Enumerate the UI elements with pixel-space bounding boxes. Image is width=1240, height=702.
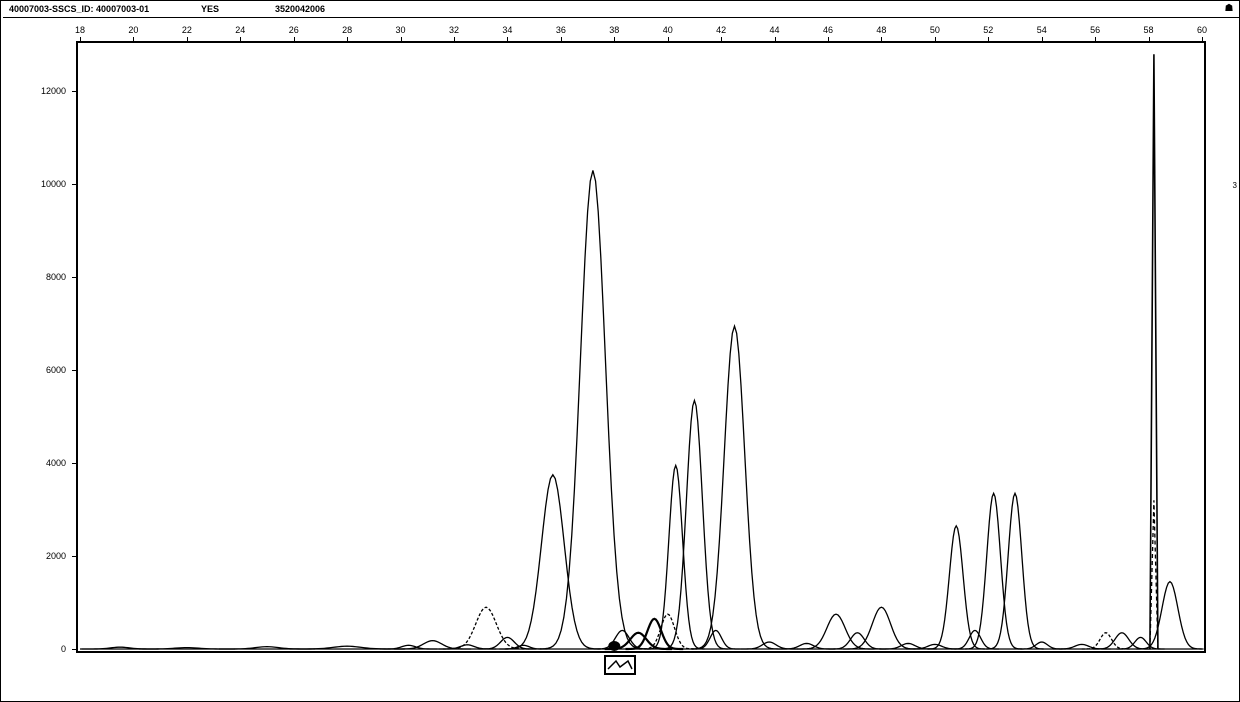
x-tick-mark (507, 37, 508, 41)
peak-trace (965, 493, 1023, 649)
x-tick-label: 18 (75, 25, 85, 35)
x-tick-label: 52 (983, 25, 993, 35)
peak-trace (661, 400, 728, 649)
y-tick-mark (72, 370, 76, 371)
x-tick-label: 56 (1090, 25, 1100, 35)
x-tick-mark (401, 37, 402, 41)
peak-trace (691, 326, 778, 649)
x-tick-mark (881, 37, 882, 41)
header-label-c: 3520042006 (275, 4, 325, 14)
peak-trace (1150, 54, 1158, 649)
x-tick-mark (240, 37, 241, 41)
x-tick-label: 30 (396, 25, 406, 35)
x-tick-mark (1042, 37, 1043, 41)
y-tick-label: 0 (61, 644, 66, 654)
right-axis-label: 3 (1233, 181, 1237, 190)
chromatogram-chart (76, 41, 1206, 653)
peak-trace (692, 630, 740, 649)
x-tick-label: 38 (609, 25, 619, 35)
y-tick-mark (72, 277, 76, 278)
x-tick-mark (668, 37, 669, 41)
x-tick-mark (80, 37, 81, 41)
header-label-b: YES (201, 4, 219, 14)
header-label-a: 40007003-SSCS_ID: 40007003-01 (9, 4, 149, 14)
baseline-marker[interactable] (604, 655, 636, 675)
x-tick-mark (561, 37, 562, 41)
title-bar: 40007003-SSCS_ID: 40007003-01 YES 352004… (3, 3, 1239, 18)
x-tick-mark (988, 37, 989, 41)
x-tick-mark (721, 37, 722, 41)
y-tick-label: 10000 (41, 179, 66, 189)
chart-window: 40007003-SSCS_ID: 40007003-01 YES 352004… (0, 0, 1240, 702)
x-tick-mark (1095, 37, 1096, 41)
y-tick-mark (72, 649, 76, 650)
peak-trace (505, 475, 601, 649)
x-tick-label: 20 (128, 25, 138, 35)
x-tick-label: 36 (556, 25, 566, 35)
x-tick-mark (614, 37, 615, 41)
x-tick-mark (294, 37, 295, 41)
x-tick-mark (935, 37, 936, 41)
peak-trace (843, 607, 920, 649)
x-tick-label: 58 (1144, 25, 1154, 35)
peak-trace (647, 465, 705, 648)
y-tick-mark (72, 184, 76, 185)
y-tick-label: 4000 (46, 458, 66, 468)
x-tick-label: 42 (716, 25, 726, 35)
x-tick-label: 60 (1197, 25, 1207, 35)
x-tick-label: 32 (449, 25, 459, 35)
x-tick-label: 50 (930, 25, 940, 35)
y-tick-label: 12000 (41, 86, 66, 96)
x-tick-label: 24 (235, 25, 245, 35)
x-tick-label: 34 (502, 25, 512, 35)
peak-trace (1018, 642, 1066, 649)
y-tick-mark (72, 463, 76, 464)
y-tick-mark (72, 91, 76, 92)
x-tick-label: 44 (770, 25, 780, 35)
x-tick-label: 46 (823, 25, 833, 35)
peak-trace (540, 170, 646, 648)
x-tick-mark (775, 37, 776, 41)
x-tick-mark (1149, 37, 1150, 41)
x-tick-mark (187, 37, 188, 41)
x-tick-label: 48 (876, 25, 886, 35)
x-tick-label: 26 (289, 25, 299, 35)
peak-trace (1093, 633, 1151, 649)
x-tick-mark (1202, 37, 1203, 41)
x-tick-mark (347, 37, 348, 41)
x-tick-label: 22 (182, 25, 192, 35)
x-tick-label: 28 (342, 25, 352, 35)
y-tick-label: 2000 (46, 551, 66, 561)
x-tick-mark (133, 37, 134, 41)
x-tick-mark (828, 37, 829, 41)
peak-trace (986, 493, 1044, 649)
y-tick-label: 6000 (46, 365, 66, 375)
baseline-blob (608, 641, 620, 651)
window-icon[interactable]: ☗ (1224, 4, 1234, 14)
peak-trace (479, 637, 537, 649)
x-tick-label: 54 (1037, 25, 1047, 35)
x-tick-label: 40 (663, 25, 673, 35)
y-tick-label: 8000 (46, 272, 66, 282)
peak-trace (443, 607, 530, 649)
y-tick-mark (72, 556, 76, 557)
peak-trace (1136, 582, 1203, 649)
x-tick-mark (454, 37, 455, 41)
